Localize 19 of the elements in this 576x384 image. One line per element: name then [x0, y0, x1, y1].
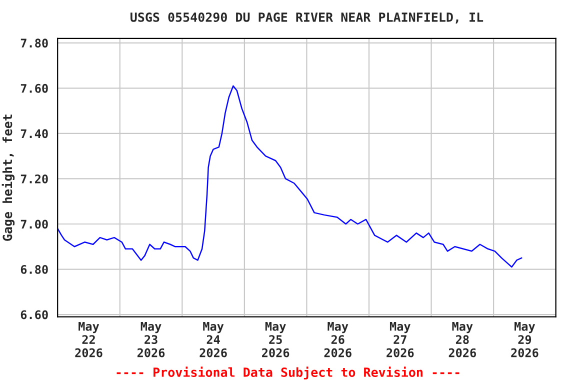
y-tick-label: 6.80	[20, 264, 48, 274]
y-tick-label: 6.60	[20, 310, 48, 320]
x-tick-label: May 23 2026	[137, 322, 165, 358]
text: ---- Provisional Data Subject to Revision ----	[116, 366, 460, 380]
x-tick-label: May 26 2026	[324, 322, 352, 358]
chart-title: USGS 05540290 DU PAGE RIVER NEAR PLAINFIELD, IL	[130, 12, 484, 24]
x-tick-label: May 28 2026	[448, 322, 476, 358]
x-tick-label: May 27 2026	[386, 322, 414, 358]
x-tick-label: May 29 2026	[511, 322, 538, 358]
x-tick-label: May 24 2026	[200, 322, 227, 358]
y-tick-label: 7.20	[20, 174, 48, 184]
x-tick-label: May 22 2026	[75, 322, 102, 358]
y-tick-label: 7.00	[20, 220, 48, 229]
y-tick-label: 7.80	[20, 38, 48, 48]
y-tick-label: 7.60	[20, 84, 48, 93]
y-tick-label: 7.40	[20, 129, 48, 138]
line-series	[58, 85, 522, 268]
y-axis-title: Gage height, feet	[2, 114, 15, 241]
x-tick-label: May 25 2026	[262, 322, 290, 358]
